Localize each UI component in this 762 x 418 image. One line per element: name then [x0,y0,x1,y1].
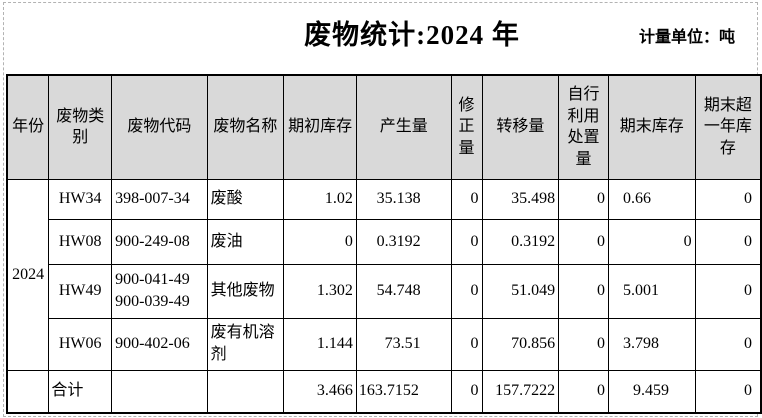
cell-r3-transferred[interactable]: 51.049 [481,263,560,319]
cell-year-merged[interactable]: 2024 [6,178,50,371]
header-cell-code[interactable]: 废物代码 [111,74,208,180]
cell-r3-code[interactable]: 900-041-49 900-039-49 [111,263,208,319]
cell-r4-closing-over-year[interactable]: 0 [694,317,762,371]
cell-r3-closing-over-year[interactable]: 0 [694,263,762,319]
cell-total-closing-over-year[interactable]: 0 [694,369,762,414]
waste-statistics-table: 年份 废物类别 废物代码 废物名称 期初库存 产生量 修正量 转移量 自行利用处… [6,74,762,414]
cell-r1-name[interactable]: 废酸 [206,178,285,220]
cell-total-transferred[interactable]: 157.7222 [481,369,560,414]
cell-r4-self-disposal[interactable]: 0 [558,317,609,371]
cell-r1-closing-over-year[interactable]: 0 [694,178,762,220]
header-cell-opening[interactable]: 期初库存 [283,74,357,180]
cell-r1-opening[interactable]: 1.02 [283,178,357,220]
cell-r3-self-disposal[interactable]: 0 [558,263,609,319]
cell-total-label[interactable]: 合计 [48,369,113,414]
sheet-header: 废物统计:2024 年 计量单位：吨 [0,0,762,74]
cell-total-closing[interactable]: 9.459 [607,369,696,414]
cell-r3-name[interactable]: 其他废物 [206,263,285,319]
header-cell-closing[interactable]: 期末库存 [607,74,696,180]
cell-total-self-disposal[interactable]: 0 [558,369,609,414]
cell-r4-generated[interactable]: 73.51 [355,317,452,371]
header-row: 年份 废物类别 废物代码 废物名称 期初库存 产生量 修正量 转移量 自行利用处… [6,74,762,180]
unit-label: 计量单位：吨 [638,29,735,46]
cell-r4-opening[interactable]: 1.144 [283,317,357,371]
cell-r3-category[interactable]: HW49 [48,263,113,319]
header-cell-self-disposal[interactable]: 自行利用处置量 [558,74,609,180]
header-cell-correction[interactable]: 修正量 [450,74,483,180]
cell-r3-opening[interactable]: 1.302 [283,263,357,319]
cell-r2-transferred[interactable]: 0.3192 [481,218,560,265]
cell-total-opening[interactable]: 3.466 [283,369,357,414]
cell-total-generated[interactable]: 163.7152 [355,369,452,414]
cell-r1-self-disposal[interactable]: 0 [558,178,609,220]
header-cell-closing-over-year[interactable]: 期末超一年库存 [694,74,762,180]
cell-r1-correction[interactable]: 0 [450,178,483,220]
cell-r3-correction[interactable]: 0 [450,263,483,319]
header-cell-category[interactable]: 废物类别 [48,74,113,180]
cell-r3-closing[interactable]: 5.001 [607,263,696,319]
cell-r2-name[interactable]: 废油 [206,218,285,265]
cell-r4-transferred[interactable]: 70.856 [481,317,560,371]
cell-r3-generated[interactable]: 54.748 [355,263,452,319]
cell-r2-self-disposal[interactable]: 0 [558,218,609,265]
header-cell-year[interactable]: 年份 [6,74,50,180]
table-row: 2024 HW34 398-007-34 废酸 1.02 35.138 0 35… [6,178,762,371]
cell-total-correction[interactable]: 0 [450,369,483,414]
cell-total-year[interactable] [6,369,50,414]
header-cell-generated[interactable]: 产生量 [355,74,452,180]
table-row: HW49 900-041-49 900-039-49 其他废物 1.302 54… [7,263,762,319]
cell-r4-correction[interactable]: 0 [450,317,483,371]
page-title: 废物统计:2024 年 [304,20,520,50]
cell-r2-code[interactable]: 900-249-08 [111,218,208,265]
cell-total-code[interactable] [111,369,208,414]
cell-r1-category[interactable]: HW34 [48,178,113,220]
cell-r2-opening[interactable]: 0 [283,218,357,265]
cell-r1-closing[interactable]: 0.66 [607,178,696,220]
table-row: HW06 900-402-06 废有机溶剂 1.144 73.51 0 70.8… [7,317,762,371]
cell-r2-closing-over-year[interactable]: 0 [694,218,762,265]
cell-r2-correction[interactable]: 0 [450,218,483,265]
cell-total-name[interactable] [206,369,285,414]
cell-r1-transferred[interactable]: 35.498 [481,178,560,220]
cell-r4-closing[interactable]: 3.798 [607,317,696,371]
header-cell-name[interactable]: 废物名称 [206,74,285,180]
cell-r2-category[interactable]: HW08 [48,218,113,265]
total-row: 合计 3.466 163.7152 0 157.7222 0 9.459 0 [6,369,762,414]
cell-r1-generated[interactable]: 35.138 [355,178,452,220]
cell-r2-closing[interactable]: 0 [607,218,696,265]
cell-r4-name[interactable]: 废有机溶剂 [206,317,285,371]
cell-r2-generated[interactable]: 0.3192 [355,218,452,265]
cell-r4-category[interactable]: HW06 [48,317,113,371]
cell-r4-code[interactable]: 900-402-06 [111,317,208,371]
table-row: HW08 900-249-08 废油 0 0.3192 0 0.3192 0 0… [7,218,762,265]
cell-r1-code[interactable]: 398-007-34 [111,178,208,220]
header-cell-transferred[interactable]: 转移量 [481,74,560,180]
